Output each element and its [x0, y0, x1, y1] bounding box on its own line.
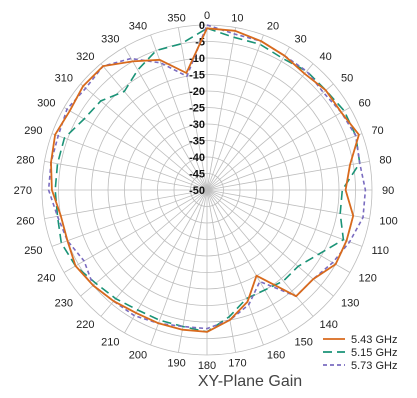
angle-tick-label: 10	[231, 13, 243, 25]
angle-tick-label: 180	[198, 360, 216, 372]
angle-tick-label: 320	[76, 51, 94, 63]
angle-tick-label: 50	[341, 73, 353, 85]
grid-spoke	[100, 63, 208, 191]
angle-tick-label: 280	[16, 155, 34, 167]
series-line-5-15-ghz	[54, 27, 361, 333]
grid-spoke	[206, 107, 351, 191]
angle-tick-label: 30	[295, 33, 307, 45]
grid-spoke	[206, 133, 363, 191]
angle-tick-label: 290	[24, 125, 42, 137]
grid-spoke	[206, 63, 314, 191]
grid-spoke	[206, 160, 370, 191]
angle-tick-label: 190	[167, 357, 185, 369]
grid-spoke	[51, 189, 208, 247]
series-line-5-43-ghz	[50, 27, 360, 333]
grid-spoke	[206, 189, 370, 220]
angle-tick-label: 90	[382, 185, 394, 197]
grid-spoke	[51, 133, 208, 191]
angle-tick-label: 230	[55, 297, 73, 309]
grid-spoke	[206, 34, 264, 191]
angle-tick-label: 80	[379, 155, 391, 167]
legend-label: 5.43 GHz	[351, 334, 397, 346]
grid-spoke	[177, 189, 208, 353]
angle-tick-label: 0	[204, 10, 210, 22]
angle-tick-label: 340	[129, 21, 147, 33]
radial-tick-label: 0	[199, 20, 205, 32]
grid-spoke	[124, 46, 208, 191]
grid-spoke	[206, 189, 264, 346]
grid-spoke	[63, 107, 208, 191]
grid-spoke	[44, 160, 208, 191]
angle-tick-label: 150	[295, 337, 313, 349]
grid-spoke	[206, 189, 290, 334]
angle-tick-label: 220	[76, 319, 94, 331]
grid-spoke	[80, 83, 208, 191]
grid-spoke	[206, 27, 237, 191]
radial-tick-labels: 0-5-10-15-20-25-30-35-40-45-50	[189, 20, 205, 197]
angle-tick-label: 100	[379, 215, 397, 227]
radial-tick-label: -20	[189, 86, 205, 98]
grid-spoke	[206, 189, 363, 247]
grid-spoke	[206, 46, 290, 191]
angle-tick-label: 240	[37, 273, 55, 285]
radial-tick-label: -30	[189, 119, 205, 131]
grid-spoke	[206, 189, 334, 297]
angle-tick-label: 40	[319, 51, 331, 63]
radial-tick-label: -25	[189, 103, 205, 115]
grid-spoke	[150, 189, 208, 346]
angle-tick-label: 170	[228, 357, 246, 369]
grid-spoke	[206, 189, 351, 273]
grid-spoke	[44, 189, 208, 220]
radial-tick-label: -35	[189, 136, 205, 148]
angle-tick-label: 160	[267, 349, 285, 361]
grid-spoke	[100, 189, 208, 317]
angle-tick-label: 310	[55, 73, 73, 85]
angle-tick-label: 20	[267, 21, 279, 33]
legend-label: 5.15 GHz	[351, 347, 397, 359]
chart-title: XY-Plane Gain	[198, 373, 302, 390]
grid-spoke	[206, 83, 334, 191]
angle-tick-label: 200	[129, 349, 147, 361]
grid-spoke	[177, 27, 208, 191]
radial-tick-label: -50	[189, 185, 205, 197]
grid-spoke	[80, 189, 208, 297]
angle-tick-label: 300	[37, 98, 55, 110]
angle-tick-label: 330	[101, 33, 119, 45]
angle-tick-label: 270	[14, 185, 32, 197]
radial-tick-label: -40	[189, 152, 205, 164]
series-lines	[47, 24, 367, 333]
angle-tick-label: 260	[16, 215, 34, 227]
angle-tick-label: 70	[371, 125, 383, 137]
angle-tick-label: 210	[101, 337, 119, 349]
angle-tick-label: 250	[24, 245, 42, 257]
grid-spoke	[206, 189, 237, 353]
angle-tick-label: 350	[167, 13, 185, 25]
grid-spoke	[124, 189, 208, 334]
angle-tick-label: 110	[371, 245, 389, 257]
radial-tick-label: -15	[189, 70, 205, 82]
angle-tick-label: 130	[341, 297, 359, 309]
angle-tick-label: 140	[319, 319, 337, 331]
grid-spoke	[63, 189, 208, 273]
legend-label: 5.73 GHz	[351, 360, 397, 372]
radial-tick-label: -45	[189, 169, 205, 181]
polar-grid	[41, 24, 373, 356]
angle-tick-label: 120	[359, 273, 377, 285]
angle-tick-label: 60	[359, 98, 371, 110]
